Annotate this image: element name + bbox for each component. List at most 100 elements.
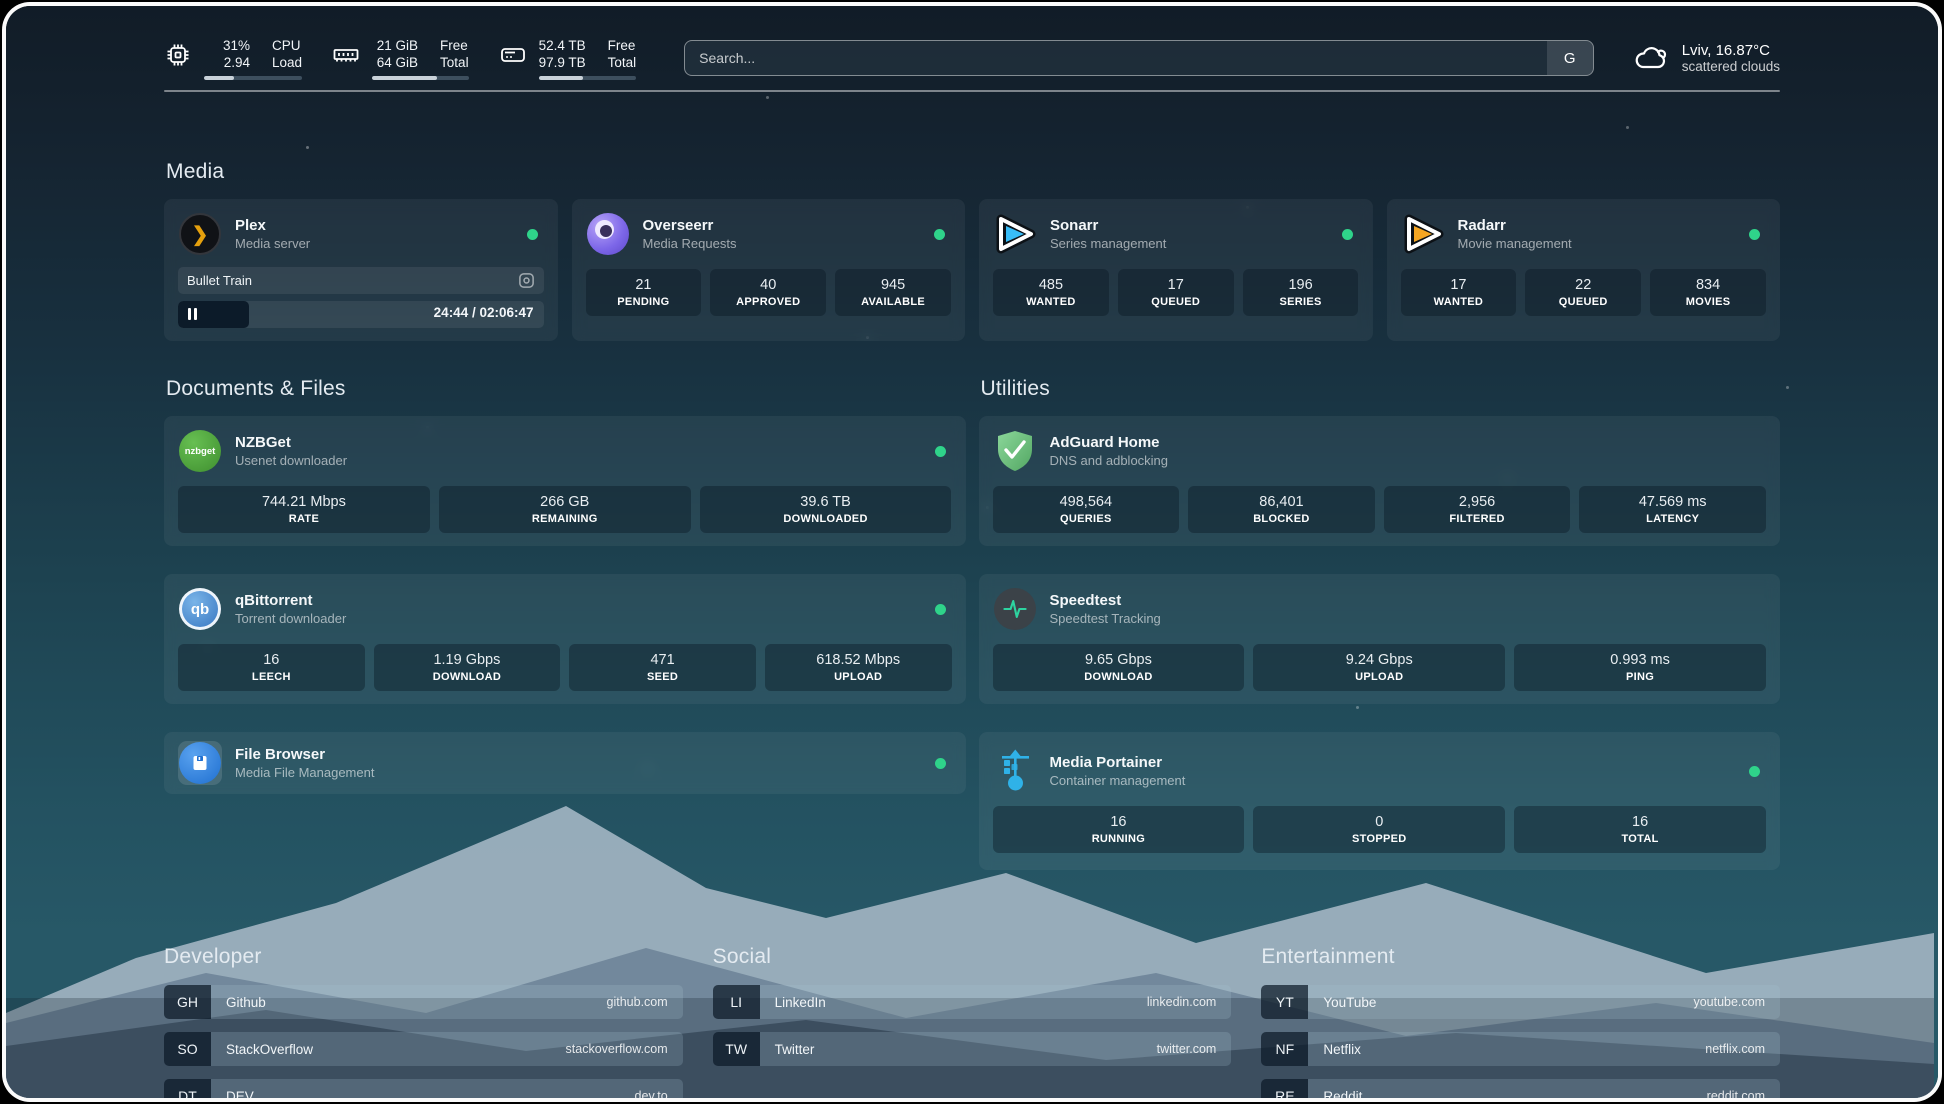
service-card-plex[interactable]: ❯ Plex Media server Bullet Train <box>164 199 558 341</box>
header-divider <box>164 90 1780 92</box>
service-card-filebrowser[interactable]: File Browser Media File Management <box>164 732 966 794</box>
search-input[interactable] <box>685 41 1547 75</box>
section-title-social: Social <box>712 945 772 968</box>
bookmark-url: stackoverflow.com <box>565 1042 668 1056</box>
bookmark-url: netflix.com <box>1705 1042 1766 1056</box>
cpu-progress-bar <box>204 75 303 80</box>
memory-labels: Free Total <box>440 37 469 70</box>
memory-widget: 21 GiB 64 GiB Free Total <box>332 37 469 80</box>
status-dot <box>526 228 538 240</box>
stat-total: 16 TOTAL <box>1514 806 1766 853</box>
cpu-values: 31% 2.94 <box>222 37 250 70</box>
service-card-radarr[interactable]: Radarr Movie management 17 WANTED 22 QUE… <box>1386 199 1780 341</box>
adguard-icon <box>993 429 1037 473</box>
bookmark-twitter[interactable]: TW Twitter twitter.com <box>712 1032 1232 1066</box>
top-bar: 31% 2.94 CPU Load <box>164 6 1780 82</box>
service-card-sonarr[interactable]: Sonarr Series management 485 WANTED 17 Q… <box>979 199 1373 341</box>
stat-movies: 834 MOVIES <box>1650 269 1766 316</box>
weather-location-temp: Lviv, 16.87°C <box>1681 42 1770 59</box>
stat-blocked: 86,401 BLOCKED <box>1188 486 1375 533</box>
status-dot <box>934 757 946 769</box>
stat-wanted: 17 WANTED <box>1400 269 1517 316</box>
filebrowser-icon <box>178 741 222 785</box>
bookmark-linkedin[interactable]: LI LinkedIn linkedin.com <box>712 985 1232 1019</box>
bookmark-stackoverflow[interactable]: SO StackOverflow stackoverflow.com <box>164 1032 683 1066</box>
bookmark-name: StackOverflow <box>226 1041 314 1057</box>
service-name: File Browser <box>235 746 326 763</box>
service-description: Media File Management <box>235 765 375 780</box>
stat-ping: 0.993 ms PING <box>1514 644 1766 691</box>
bookmark-abbr: SO <box>164 1032 211 1066</box>
service-card-qbittorrent[interactable]: qb qBittorrent Torrent downloader 16 LEE… <box>164 574 966 704</box>
bookmark-url: dev.to <box>634 1089 668 1098</box>
weather-condition: scattered clouds <box>1681 59 1780 74</box>
bookmarks-developer: Developer GH Github github.com SO StackO… <box>164 945 683 1098</box>
cloud-icon <box>1635 47 1666 69</box>
section-title-entertainment: Entertainment <box>1261 945 1395 968</box>
playback-time: 24:44 / 02:06:47 <box>433 305 534 320</box>
stat-rate: 744.21 Mbps RATE <box>178 486 430 533</box>
disk-values: 52.4 TB 97.9 TB <box>538 37 586 70</box>
stat-download: 9.65 Gbps DOWNLOAD <box>992 644 1245 691</box>
bookmark-abbr: YT <box>1261 985 1309 1019</box>
status-dot <box>1341 228 1353 240</box>
disk-icon <box>500 47 525 62</box>
service-description: Movie management <box>1457 236 1572 251</box>
plex-now-playing: Bullet Train <box>178 267 544 294</box>
bookmark-github[interactable]: GH Github github.com <box>164 985 683 1019</box>
bookmark-youtube[interactable]: YT YouTube youtube.com <box>1261 985 1781 1019</box>
stat-downloaded: 39.6 TB DOWNLOADED <box>699 486 952 533</box>
radarr-icon <box>1401 212 1445 256</box>
service-description: Usenet downloader <box>235 453 348 468</box>
memory-icon <box>333 48 359 61</box>
bookmarks-social: Social LI LinkedIn linkedin.com TW Twitt… <box>712 945 1232 1098</box>
status-dot <box>934 228 945 240</box>
service-name: Speedtest <box>1049 592 1122 609</box>
stat-download: 1.19 Gbps DOWNLOAD <box>373 644 561 691</box>
service-description: Container management <box>1049 773 1186 788</box>
section-title-developer: Developer <box>164 945 262 968</box>
stat-leech: 16 LEECH <box>178 644 365 691</box>
memory-progress-bar <box>372 75 469 80</box>
service-card-portainer[interactable]: Media Portainer Container management 16 … <box>978 732 1780 870</box>
status-dot <box>1749 228 1760 240</box>
bookmark-reddit[interactable]: RE Reddit reddit.com <box>1261 1079 1781 1099</box>
bookmark-name: LinkedIn <box>774 994 826 1010</box>
service-card-nzbget[interactable]: nzbget NZBGet Usenet downloader 744.21 M… <box>164 416 966 546</box>
service-card-adguard[interactable]: AdGuard Home DNS and adblocking 498,564 … <box>978 416 1780 546</box>
stat-approved: 40 APPROVED <box>710 269 827 316</box>
bookmark-name: Reddit <box>1323 1088 1363 1099</box>
stat-remaining: 266 GB REMAINING <box>438 486 691 533</box>
bookmark-url: reddit.com <box>1706 1089 1766 1098</box>
bookmark-dev[interactable]: DT DEV dev.to <box>164 1079 683 1098</box>
qbittorrent-icon: qb <box>178 587 222 631</box>
bookmark-url: twitter.com <box>1156 1042 1217 1056</box>
media-card-row: ❯ Plex Media server Bullet Train <box>164 199 1780 341</box>
search-provider-button[interactable]: G <box>1546 41 1593 75</box>
bookmark-abbr: GH <box>164 985 211 1019</box>
bookmark-name: Netflix <box>1323 1041 1361 1057</box>
weather-widget: Lviv, 16.87°C scattered clouds <box>1634 42 1780 74</box>
stat-stopped: 0 STOPPED <box>1253 806 1506 853</box>
disk-widget: 52.4 TB 97.9 TB Free Total <box>499 37 637 80</box>
stat-wanted: 485 WANTED <box>993 269 1109 316</box>
bookmark-name: DEV <box>226 1088 254 1099</box>
bookmark-netflix[interactable]: NF Netflix netflix.com <box>1261 1032 1781 1066</box>
stat-queued: 22 QUEUED <box>1525 269 1642 316</box>
bookmark-abbr: TW <box>712 1032 760 1066</box>
bookmark-abbr: NF <box>1261 1032 1309 1066</box>
service-card-speedtest[interactable]: Speedtest Speedtest Tracking 9.65 Gbps D… <box>978 574 1780 704</box>
bookmark-abbr: DT <box>164 1079 211 1098</box>
status-dot <box>934 445 946 457</box>
portainer-icon <box>993 749 1037 793</box>
plex-icon: ❯ <box>178 212 222 256</box>
stat-queued: 17 QUEUED <box>1117 269 1234 316</box>
stat-series: 196 SERIES <box>1242 269 1359 316</box>
service-description: Media Requests <box>642 236 737 251</box>
speedtest-icon <box>993 587 1037 631</box>
service-card-overseerr[interactable]: Overseerr Media Requests 21 PENDING 40 A… <box>571 199 965 341</box>
bookmark-name: Github <box>226 994 266 1010</box>
dashboard-window: 31% 2.94 CPU Load <box>6 6 1938 1098</box>
stat-queries: 498,564 QUERIES <box>992 486 1180 533</box>
memory-values: 21 GiB 64 GiB <box>376 37 419 70</box>
